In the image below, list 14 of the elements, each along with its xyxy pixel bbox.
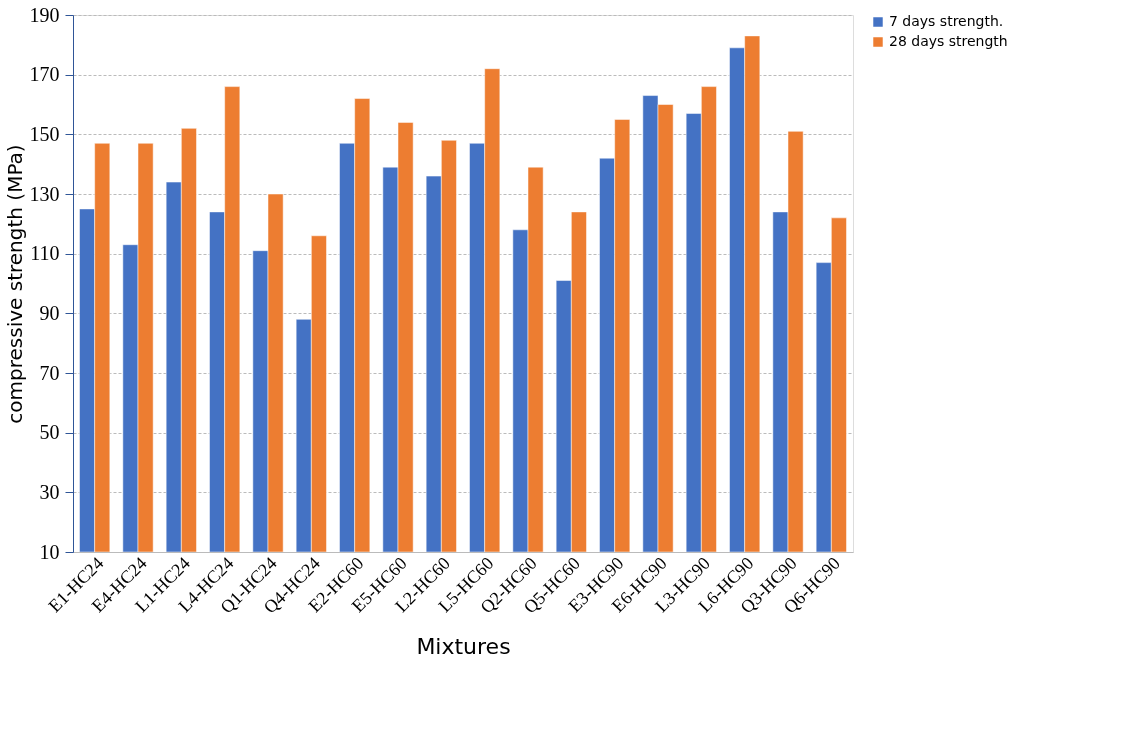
y-tick-label: 90 (39, 301, 60, 324)
y-tick-label: 150 (29, 122, 60, 145)
legend-label: 7 days strength. (889, 13, 1004, 29)
y-tick-label: 70 (39, 361, 60, 384)
legend-label: 28 days strength (889, 33, 1008, 49)
y-tick-label: 30 (39, 480, 60, 503)
y-axis-title: compressive strength (MPa) (2, 144, 27, 424)
y-tick-label: 130 (29, 182, 60, 205)
y-tick-label: 110 (30, 242, 60, 265)
y-tick-label: 50 (39, 421, 60, 444)
x-axis-title: Mixtures (416, 634, 511, 660)
y-tick-label: 170 (29, 63, 60, 86)
y-tick-label: 190 (29, 3, 60, 26)
y-tick-label: 10 (39, 540, 60, 563)
